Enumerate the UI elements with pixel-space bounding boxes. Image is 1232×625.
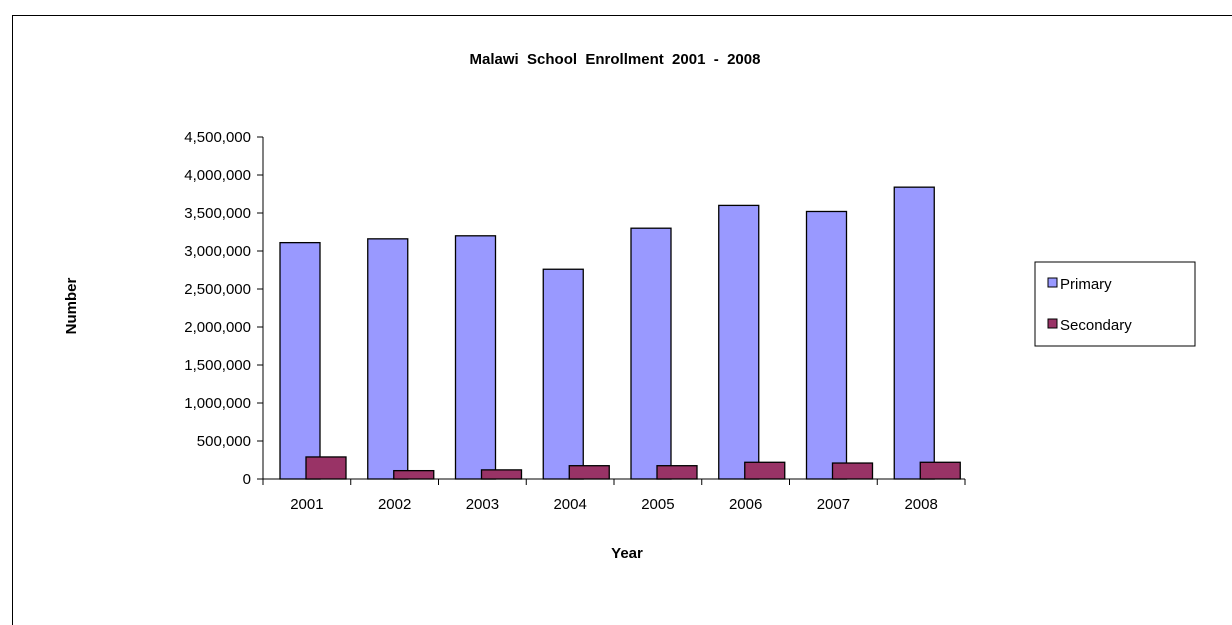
bar-secondary-2003 [480,469,523,480]
y-axis-title: Number [63,278,80,335]
bar-primary-2001 [279,241,321,480]
x-tick-label-2002: 2002 [378,496,411,513]
x-axis-title: Year [611,545,643,562]
bar-primary-2007 [805,210,848,480]
bar-primary-2004 [542,268,584,480]
bar-secondary-2005 [656,465,698,480]
chart-frame [12,15,1232,625]
legend-label-primary: Primary [1060,276,1112,293]
legend: Primary Secondary [1034,261,1196,347]
y-tick-label: 1,000,000 [184,395,251,412]
x-tick-label-2003: 2003 [466,496,499,513]
bar-secondary-2002 [393,469,435,480]
legend-swatch-secondary [1047,318,1058,329]
y-tick-label: 3,500,000 [184,205,251,222]
y-tick-label: 3,000,000 [184,243,251,260]
y-tick-label: 0 [243,471,251,488]
x-tick-label-2006: 2006 [729,496,762,513]
bar-secondary-2001 [305,456,347,480]
legend-label-secondary: Secondary [1060,317,1132,334]
bar-chart: Malawi School Enrollment 2001 - 2008 Num… [63,51,1196,562]
bar-secondary-2008 [919,461,961,480]
x-tick-label-2007: 2007 [817,496,850,513]
y-tick-label: 4,500,000 [184,129,251,146]
y-tick-label: 2,000,000 [184,319,251,336]
legend-swatch-primary [1047,277,1058,288]
x-tick-label-2005: 2005 [641,496,674,513]
chart-title: Malawi School Enrollment 2001 - 2008 [470,51,761,68]
x-tick-label-2001: 2001 [290,496,323,513]
plot-area: 0 500,000 1,000,000 1,500,000 2,000,000 2,500… [184,129,966,513]
legend-box [1034,261,1196,347]
bar-primary-2005 [630,227,672,480]
y-tick-label: 2,500,000 [184,281,251,298]
bar-primary-2002 [367,238,409,480]
y-tick-label: 1,500,000 [184,357,251,374]
bar-secondary-2006 [744,461,786,480]
y-tick-label: 500,000 [197,433,251,450]
bar-primary-2008 [893,186,935,480]
x-tick-label-2008: 2008 [904,496,937,513]
bar-secondary-2007 [831,462,874,480]
x-tick-label-2004: 2004 [553,496,586,513]
bar-primary-2006 [718,204,760,480]
y-tick-label: 4,000,000 [184,167,251,184]
bar-primary-2003 [454,235,497,480]
bar-secondary-2004 [568,465,610,480]
